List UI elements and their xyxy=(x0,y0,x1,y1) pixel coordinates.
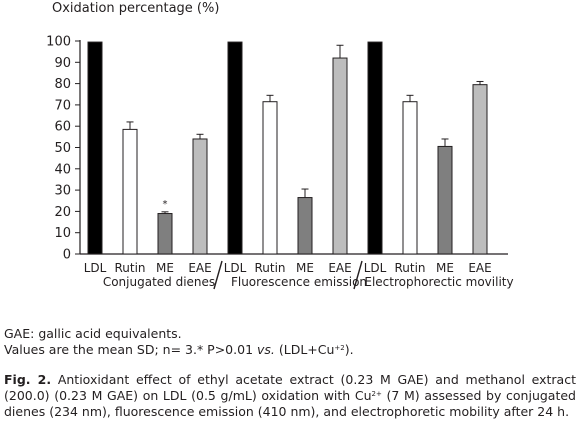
x-tick-labels: LDL Rutin ME EAE LDL Rutin ME EAE LDL Rutin ME EAE xyxy=(84,261,492,275)
y-tick-label: 10 xyxy=(54,226,71,241)
x-tick-label: EAE xyxy=(188,261,211,275)
x-tick-label: LDL xyxy=(224,261,247,275)
group-labels: Conjugated dienes Fluorescence emissionEl… xyxy=(103,260,514,290)
bar-eae xyxy=(332,57,348,255)
bar-rutin xyxy=(402,101,418,255)
y-tick-label: 70 xyxy=(54,98,71,113)
bar-rutin xyxy=(122,128,138,255)
bar-eae xyxy=(192,138,208,255)
x-tick-label: EAE xyxy=(468,261,491,275)
statistics-note: Values are the mean SD; n= 3.* P>0.01 vs… xyxy=(4,342,354,357)
y-axis: 0 10 20 30 40 50 60 70 80 90 100 xyxy=(46,35,81,263)
caption-text-a: Antioxidant effect of ethyl acetate extr… xyxy=(4,372,576,403)
caption-superscript: 2+ xyxy=(371,390,382,398)
group-label: Conjugated dienes xyxy=(103,275,215,289)
statistics-note-suffix-b: ). xyxy=(344,342,354,357)
y-tick-label: 100 xyxy=(46,35,71,50)
y-tick-label: 0 xyxy=(63,248,71,263)
significance-marker: * xyxy=(163,199,168,210)
group-label: Fluorescence emission xyxy=(231,275,367,289)
group-separator xyxy=(213,260,223,290)
figure-caption: Fig. 2. Antioxidant effect of ethyl acet… xyxy=(4,372,576,420)
y-tick-label: 40 xyxy=(54,162,71,177)
abbreviation-note: GAE: gallic acid equivalents. xyxy=(4,326,182,341)
x-tick-label: ME xyxy=(296,261,314,275)
x-tick-label: ME xyxy=(436,261,454,275)
bar-me xyxy=(437,145,453,255)
group-separator xyxy=(353,260,363,290)
x-tick-label: Rutin xyxy=(394,261,425,275)
y-tick-label: 60 xyxy=(54,120,71,135)
bar-me xyxy=(297,197,313,255)
statistics-note-superscript: +2 xyxy=(334,344,345,352)
bar-ldl xyxy=(87,41,103,255)
group-label: Electrophorectic movility xyxy=(364,275,513,289)
caption-text-b: (7 M) assessed by conjugated dienes (234… xyxy=(4,388,576,419)
x-tick-label: LDL xyxy=(84,261,107,275)
bar-ldl xyxy=(227,41,243,255)
y-tick-label: 80 xyxy=(54,77,71,92)
statistics-note-vs: vs. xyxy=(257,342,275,357)
statistics-note-suffix-a: (LDL+Cu xyxy=(274,342,335,357)
abbreviation-note-text: GAE: gallic acid equivalents. xyxy=(4,326,182,341)
x-tick-label: LDL xyxy=(364,261,387,275)
figure-label: Fig. 2. xyxy=(4,372,52,387)
oxidation-bar-chart: Oxidation percentage (%) 0 10 20 30 40 50 60 70… xyxy=(46,1,514,290)
x-tick-label: Rutin xyxy=(114,261,145,275)
x-tick-label: EAE xyxy=(328,261,351,275)
x-tick-label: ME xyxy=(156,261,174,275)
y-tick-label: 90 xyxy=(54,56,71,71)
bars: * xyxy=(87,41,488,255)
y-axis-title: Oxidation percentage (%) xyxy=(52,1,219,16)
bar-me xyxy=(157,213,173,255)
bar-rutin xyxy=(262,101,278,255)
bar-ldl xyxy=(367,41,383,255)
y-tick-label: 30 xyxy=(54,184,71,199)
x-tick-label: Rutin xyxy=(254,261,285,275)
statistics-note-prefix: Values are the mean SD; n= 3.* P>0.01 xyxy=(4,342,257,357)
y-tick-label: 20 xyxy=(54,205,71,220)
y-tick-label: 50 xyxy=(54,141,71,156)
bar-eae xyxy=(472,84,488,255)
